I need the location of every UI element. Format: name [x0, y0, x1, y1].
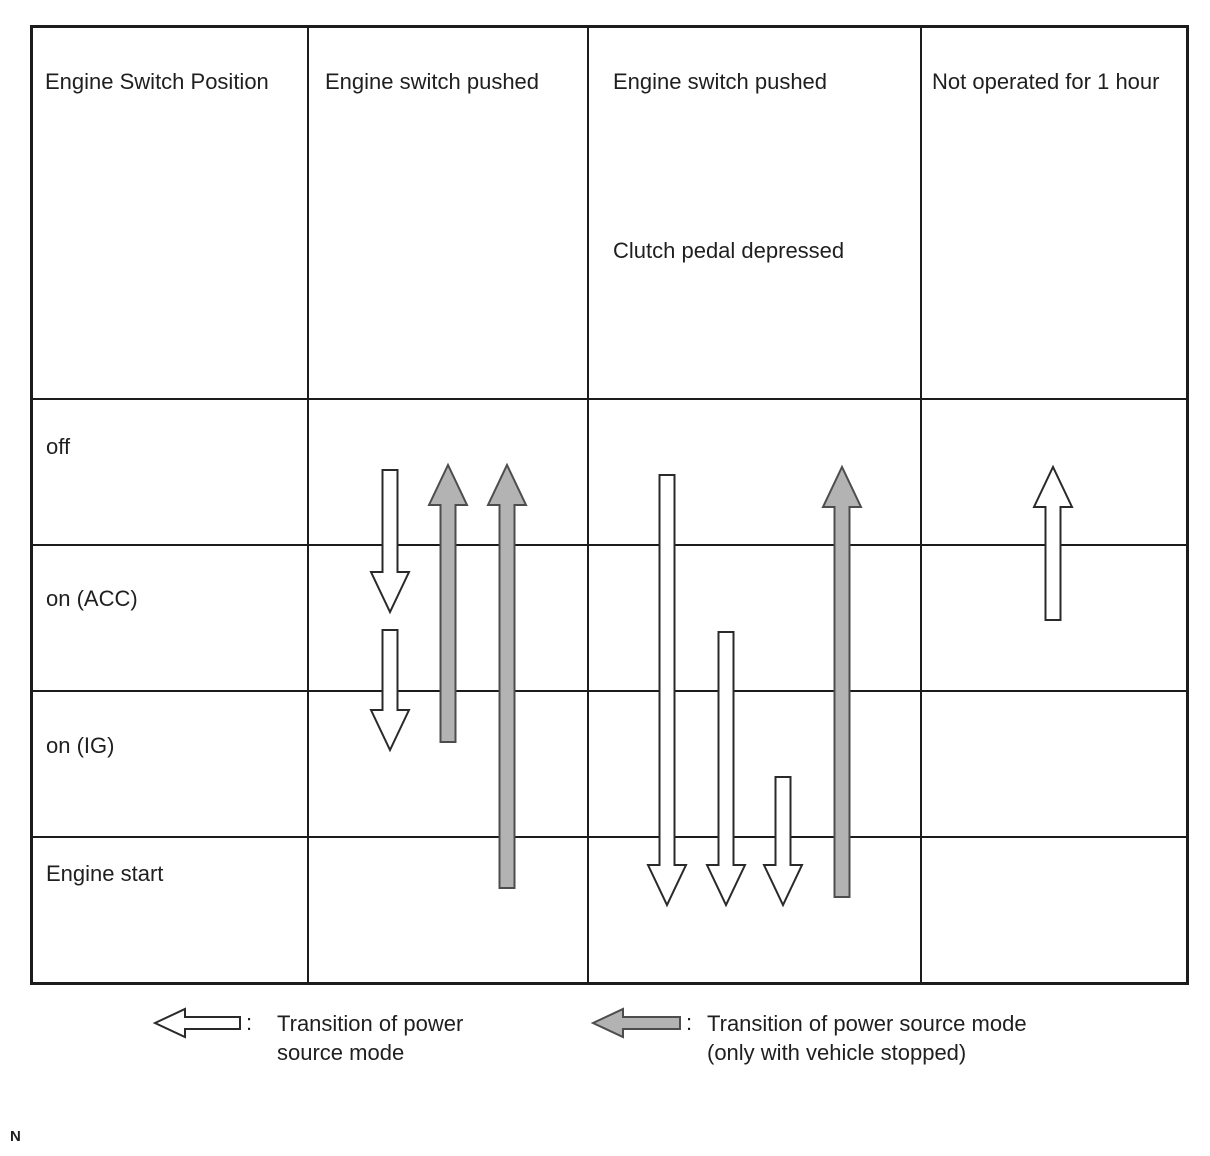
- legend-gray-line1: Transition of power source mode: [707, 1011, 1027, 1036]
- column-divider-3: [920, 25, 922, 985]
- legend-separator-1: :: [246, 1010, 253, 1035]
- column-divider-1: [307, 25, 309, 985]
- legend-label-gray-arrow: Transition of power source mode (only wi…: [707, 1009, 1027, 1067]
- legend-gray-arrow-icon: [590, 1007, 681, 1039]
- row-divider-1: [30, 544, 1189, 546]
- legend-label-white-arrow: Transition of power source mode: [277, 1009, 463, 1067]
- legend-gray-line2: (only with vehicle stopped): [707, 1040, 967, 1065]
- legend-white-line2: source mode: [277, 1040, 405, 1065]
- row-label-on-ig: on (IG): [46, 733, 115, 758]
- header-divider: [30, 398, 1189, 400]
- header-engine-switch-position: Engine Switch Position: [45, 69, 269, 94]
- table-outer-border: [30, 25, 1189, 985]
- column-divider-2: [587, 25, 589, 985]
- header-clutch-pedal-depressed: Clutch pedal depressed: [613, 238, 845, 263]
- header-engine-switch-pushed: Engine switch pushed: [325, 69, 540, 94]
- page-label: N: [10, 1128, 21, 1145]
- row-label-engine-start: Engine start: [46, 861, 164, 886]
- row-divider-3: [30, 836, 1189, 838]
- row-label-off: off: [46, 434, 71, 459]
- legend-white-arrow-icon: [152, 1007, 241, 1039]
- header-engine-switch-pushed-2: Engine switch pushed: [613, 69, 828, 94]
- row-divider-2: [30, 690, 1189, 692]
- row-label-on-acc: on (ACC): [46, 586, 138, 611]
- legend-separator-2: :: [686, 1010, 693, 1035]
- legend-white-line1: Transition of power: [277, 1011, 464, 1036]
- header-not-operated-1-hour: Not operated for 1 hour: [932, 69, 1160, 94]
